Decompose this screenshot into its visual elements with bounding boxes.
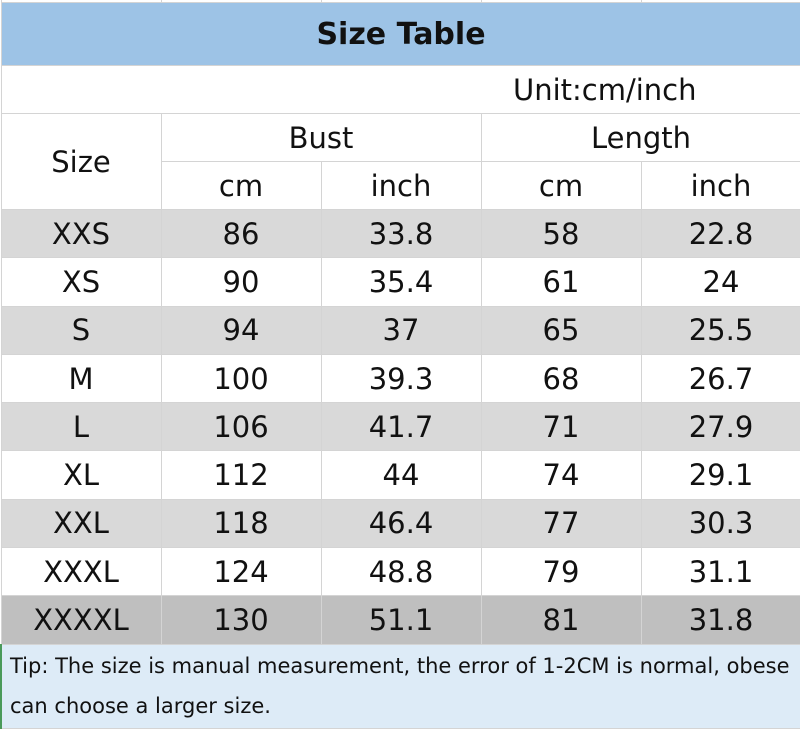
cell-length-inch: 27.9 (640, 402, 800, 452)
table-title: Size Table (0, 2, 800, 66)
table-row: XXXL 124 48.8 79 31.1 (0, 547, 800, 597)
cell-bust-inch: 41.7 (320, 402, 482, 452)
cell-size: XXXXL (0, 595, 162, 645)
cell-bust-inch: 48.8 (320, 547, 482, 597)
cell-bust-cm: 100 (160, 353, 322, 404)
cell-size: S (0, 305, 162, 355)
table-row: XXL 118 46.4 77 30.3 (0, 498, 800, 549)
cell-size: M (0, 353, 162, 404)
cell-bust-cm: 112 (160, 450, 322, 500)
cell-length-cm: 61 (480, 257, 642, 307)
cell-bust-inch: 46.4 (320, 498, 482, 549)
cell-size: XXS (0, 208, 162, 259)
cell-length-cm: 81 (480, 595, 642, 645)
cell-length-cm: 58 (480, 208, 642, 259)
cell-length-inch: 25.5 (640, 305, 800, 355)
table-row: L 106 41.7 71 27.9 (0, 402, 800, 452)
table-row: S 94 37 65 25.5 (0, 305, 800, 355)
cell-length-inch: 31.1 (640, 547, 800, 597)
cell-size: XL (0, 450, 162, 500)
cell-length-inch: 29.1 (640, 450, 800, 500)
cell-length-cm: 71 (480, 402, 642, 452)
cell-length-inch: 31.8 (640, 595, 800, 645)
cell-bust-cm: 118 (160, 498, 322, 549)
cell-size: L (0, 402, 162, 452)
cell-size: XXXL (0, 547, 162, 597)
cell-size: XXL (0, 498, 162, 549)
header-size: Size (0, 113, 162, 210)
cell-bust-cm: 106 (160, 402, 322, 452)
unit-label: Unit:cm/inch (0, 65, 800, 114)
cell-size: XS (0, 257, 162, 307)
cell-bust-inch: 44 (320, 450, 482, 500)
table-row: XXS 86 33.8 58 22.8 (0, 208, 800, 259)
cell-bust-cm: 124 (160, 547, 322, 597)
cell-bust-inch: 35.4 (320, 257, 482, 307)
cell-length-inch: 26.7 (640, 353, 800, 404)
cell-bust-cm: 90 (160, 257, 322, 307)
cell-bust-inch: 37 (320, 305, 482, 355)
header-bust-cm: cm (160, 161, 322, 210)
tip-note: Tip: The size is manual measurement, the… (0, 643, 800, 729)
cell-length-inch: 22.8 (640, 208, 800, 259)
header-length: Length (480, 113, 800, 162)
cell-length-cm: 77 (480, 498, 642, 549)
header-bust: Bust (160, 113, 482, 162)
cell-bust-cm: 130 (160, 595, 322, 645)
cell-bust-inch: 33.8 (320, 208, 482, 259)
header-bust-inch: inch (320, 161, 482, 210)
cell-bust-cm: 86 (160, 208, 322, 259)
table-row: XXXXL 130 51.1 81 31.8 (0, 595, 800, 645)
cell-length-cm: 68 (480, 353, 642, 404)
cell-length-cm: 74 (480, 450, 642, 500)
cell-bust-inch: 51.1 (320, 595, 482, 645)
cell-length-cm: 79 (480, 547, 642, 597)
cell-length-inch: 30.3 (640, 498, 800, 549)
table-row: XS 90 35.4 61 24 (0, 257, 800, 307)
cell-length-inch: 24 (640, 257, 800, 307)
cell-bust-cm: 94 (160, 305, 322, 355)
table-row: M 100 39.3 68 26.7 (0, 353, 800, 404)
header-length-cm: cm (480, 161, 642, 210)
table-row: XL 112 44 74 29.1 (0, 450, 800, 500)
cell-length-cm: 65 (480, 305, 642, 355)
header-length-inch: inch (640, 161, 800, 210)
cell-bust-inch: 39.3 (320, 353, 482, 404)
